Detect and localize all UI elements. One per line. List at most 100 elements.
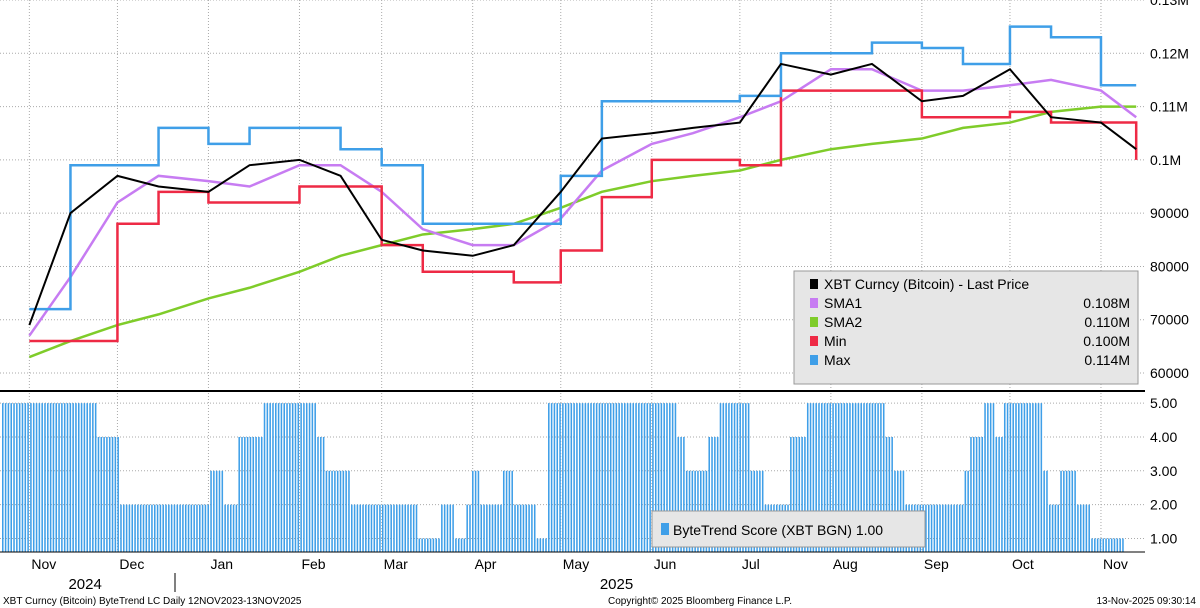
score-bar <box>939 504 941 552</box>
score-bar <box>553 403 556 552</box>
score-bar <box>548 403 550 552</box>
score-bar <box>331 470 333 552</box>
score-bar <box>61 403 63 552</box>
score-bar <box>925 504 927 552</box>
score-bar <box>249 436 252 552</box>
score-bar <box>1049 504 1051 552</box>
score-bar <box>303 403 305 552</box>
lower-y-tick-label: 4.00 <box>1150 429 1177 445</box>
score-bar <box>63 403 66 552</box>
lower-y-tick-label: 1.00 <box>1150 530 1177 546</box>
score-bar <box>387 504 390 552</box>
score-bar <box>975 436 978 552</box>
score-bar <box>441 504 443 552</box>
score-bar <box>927 504 930 552</box>
score-bar <box>229 504 232 552</box>
score-bar <box>719 403 722 552</box>
year-labels: 2024 2025 <box>68 573 633 593</box>
score-bar <box>1046 470 1048 552</box>
score-bar <box>984 403 986 552</box>
score-bar <box>1018 403 1020 552</box>
score-bar <box>89 403 91 552</box>
score-bar <box>381 504 384 552</box>
score-bar <box>35 403 38 552</box>
score-bar <box>187 504 190 552</box>
legend-value: 0.100M <box>1083 333 1130 349</box>
score-bar <box>497 504 499 552</box>
legend-label: SMA2 <box>824 314 862 330</box>
score-bar <box>44 403 46 552</box>
score-bar <box>801 436 803 552</box>
score-bar <box>874 403 877 552</box>
score-bar <box>294 403 297 552</box>
score-bar <box>812 403 815 552</box>
score-bar <box>474 470 477 552</box>
score-bar <box>277 403 280 552</box>
score-bar <box>111 436 114 552</box>
series-line-min <box>29 89 1138 343</box>
score-bar <box>961 504 964 552</box>
score-bar <box>607 403 609 552</box>
score-bar <box>953 504 955 552</box>
score-bar <box>69 403 72 552</box>
score-bar <box>443 504 446 552</box>
score-bar <box>486 504 488 552</box>
score-bar <box>590 403 592 552</box>
score-bar <box>275 403 277 552</box>
score-bar <box>657 403 660 552</box>
score-bar <box>455 538 457 552</box>
score-bar <box>728 403 730 552</box>
score-bar <box>747 403 750 552</box>
score-bar <box>289 403 291 552</box>
score-bar <box>41 403 43 552</box>
score-bar <box>973 436 975 552</box>
legend-box <box>793 270 1139 385</box>
score-bar <box>398 504 401 552</box>
score-bar <box>336 470 339 552</box>
score-bar <box>156 504 159 552</box>
lower-y-tick-label: 2.00 <box>1150 497 1177 513</box>
score-bar <box>258 436 260 552</box>
score-bar <box>1040 403 1043 552</box>
score-bar <box>1015 403 1017 552</box>
score-bar <box>241 436 243 552</box>
score-bar <box>609 403 612 552</box>
score-bar <box>97 436 100 552</box>
score-bar <box>1012 403 1014 552</box>
score-bar <box>604 403 606 552</box>
score-bar <box>857 403 860 552</box>
score-bar <box>30 403 32 552</box>
score-bar <box>123 504 125 552</box>
score-bar <box>412 504 415 552</box>
score-bar <box>989 403 992 552</box>
score-bar <box>145 504 148 552</box>
score-bar <box>500 504 502 552</box>
score-bar <box>1099 538 1102 552</box>
score-bar <box>1096 538 1099 552</box>
score-bar <box>545 538 547 552</box>
score-bar <box>584 403 587 552</box>
score-bar <box>469 504 471 552</box>
score-bar <box>401 504 404 552</box>
score-bar <box>1068 470 1071 552</box>
score-bar <box>92 403 94 552</box>
score-bar <box>114 436 117 552</box>
score-bar <box>435 538 437 552</box>
score-bar <box>142 504 145 552</box>
score-bar <box>640 403 643 552</box>
score-bar <box>1054 504 1057 552</box>
score-bar <box>466 504 468 552</box>
score-bar <box>722 403 725 552</box>
score-bar <box>863 403 865 552</box>
score-bar <box>621 403 623 552</box>
score-bar <box>851 403 854 552</box>
score-bar <box>854 403 857 552</box>
score-bar <box>426 538 429 552</box>
score-bar <box>970 436 972 552</box>
score-bar <box>1077 504 1079 552</box>
score-bar <box>528 504 530 552</box>
score-bar <box>877 403 879 552</box>
footer-center: Copyright© 2025 Bloomberg Finance L.P. <box>608 596 792 607</box>
x-tick-label: Mar <box>384 556 408 572</box>
legend-label: XBT Curncy (Bitcoin) - Last Price <box>824 276 1029 292</box>
